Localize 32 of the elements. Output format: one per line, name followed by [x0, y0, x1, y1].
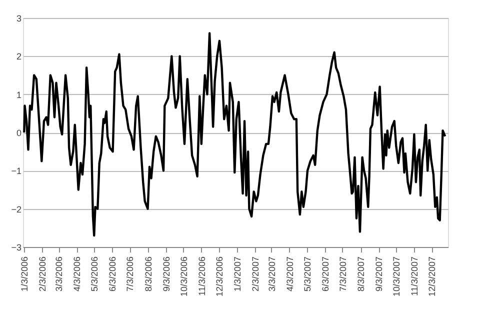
x-tick-label: 1/3/2006: [20, 256, 30, 292]
x-tick-label: 4/3/2007: [284, 256, 295, 292]
x-tick-label: 6/3/2006: [108, 256, 118, 292]
x-tick-label: 7/3/2006: [125, 256, 136, 292]
x-tick-label: 10/3/2006: [178, 256, 189, 297]
y-tick-label: −1: [11, 166, 22, 176]
x-tick-label: 12/3/2007: [427, 256, 438, 297]
x-tick-label: 9/3/2007: [374, 256, 384, 292]
x-tick-label: 5/3/2007: [302, 256, 312, 292]
x-tick-label: 5/3/2006: [90, 256, 100, 292]
x-tick-label: 1/3/2007: [232, 256, 242, 292]
y-tick-label: 1: [16, 90, 22, 100]
x-tick-label: 3/3/2006: [54, 256, 64, 292]
y-tick-label: 3: [16, 14, 22, 24]
x-tick-label: 8/3/2006: [143, 256, 154, 292]
y-tick-label: 0: [16, 128, 22, 138]
x-tick-label: 8/3/2007: [356, 256, 366, 292]
x-tick-label: 4/3/2006: [72, 256, 82, 292]
x-tick-label: 2/3/2007: [250, 256, 261, 292]
x-tick-label: 9/3/2006: [161, 256, 172, 292]
x-tick-label: 10/3/2007: [392, 256, 402, 297]
x-tick-label: 2/3/2006: [38, 256, 48, 292]
x-tick-label: 7/3/2007: [338, 256, 348, 292]
y-tick-label: −2: [11, 204, 22, 214]
x-tick-label: 11/3/2007: [410, 256, 420, 296]
y-tick-label: −3: [11, 242, 22, 252]
x-tick-label: 11/3/2006: [196, 256, 207, 296]
y-tick-label: 2: [16, 52, 22, 62]
x-tick-label: 6/3/2007: [320, 256, 330, 292]
x-tick-label: 12/3/2006: [214, 256, 224, 297]
x-tick-label: 3/3/2007: [266, 256, 277, 292]
line-series: [23, 32, 446, 237]
